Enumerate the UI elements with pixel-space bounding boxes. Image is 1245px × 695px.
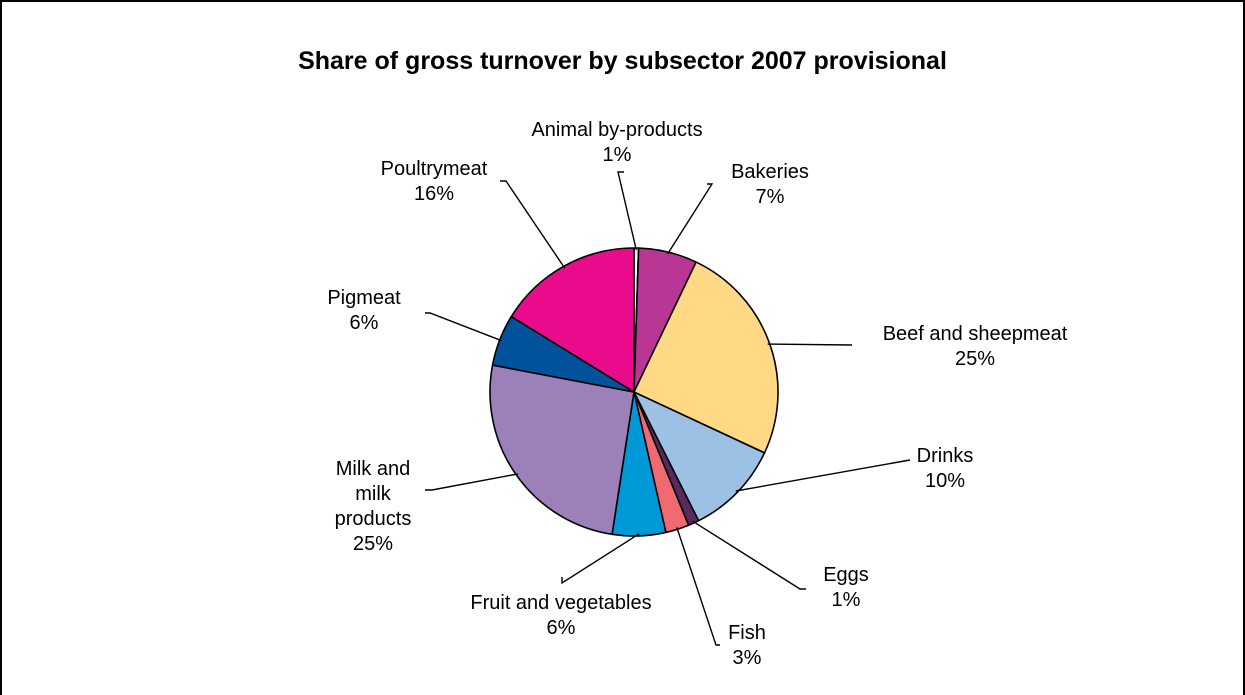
slice-name-drinks: Drinks	[917, 445, 974, 467]
chart-title: Share of gross turnover by subsector 200…	[298, 47, 947, 75]
slice-label-fruit-and-vegetables: Fruit and vegetables 6%	[470, 592, 651, 639]
slice-name-animal-by-products: Animal by-products	[531, 119, 702, 141]
slice-label-poultrymeat: Poultrymeat 16%	[381, 158, 488, 205]
slice-label-milk-and-milk-products: Milk and milk products 25%	[335, 458, 412, 555]
slice-labels: Animal by-products 1% Bakeries 7% Beef and s…	[327, 119, 1067, 669]
leader-line-fish	[676, 527, 720, 646]
slice-name-fish: Fish	[728, 622, 766, 644]
slice-percent-bakeries: 7%	[756, 186, 785, 208]
slice-name-beef-and-sheepmeat: Beef and sheepmeat	[883, 323, 1068, 345]
leader-line-poultrymeat	[500, 180, 566, 269]
leader-line-bakeries	[667, 183, 714, 255]
slice-name-milk-and-milk-products: products	[335, 508, 412, 530]
slice-label-eggs: Eggs 1%	[823, 564, 869, 611]
leader-line-animal-by-products	[617, 171, 637, 251]
pie-slice-drinks	[633, 391, 766, 522]
slice-label-drinks: Drinks 10%	[917, 445, 974, 492]
leader-line-pigmeat	[425, 312, 502, 342]
slice-percent-milk-and-milk-products: 25%	[353, 533, 393, 555]
leader-line-eggs	[692, 520, 806, 590]
slice-percent-poultrymeat: 16%	[414, 183, 454, 205]
slice-label-beef-and-sheepmeat: Beef and sheepmeat 25%	[883, 323, 1068, 370]
leader-line-drinks	[735, 459, 911, 492]
slice-percent-fish: 3%	[733, 647, 762, 669]
slice-label-fish: Fish 3%	[728, 622, 766, 669]
pie-slice-milk-and-milk-products	[489, 364, 635, 536]
slice-percent-pigmeat: 6%	[350, 312, 379, 334]
leader-lines	[425, 171, 911, 646]
slice-label-animal-by-products: Animal by-products 1%	[531, 119, 702, 166]
slice-name-pigmeat: Pigmeat	[327, 287, 401, 309]
pie-slices	[489, 247, 779, 537]
slice-name-milk-and-milk-products: milk	[355, 483, 392, 505]
slice-label-pigmeat: Pigmeat 6%	[327, 287, 401, 334]
slice-name-bakeries: Bakeries	[731, 161, 809, 183]
slice-percent-fruit-and-vegetables: 6%	[547, 617, 576, 639]
leader-line-fruit-and-vegetables	[561, 533, 640, 585]
leader-line-milk-and-milk-products	[425, 473, 519, 491]
slice-percent-drinks: 10%	[925, 470, 965, 492]
slice-percent-eggs: 1%	[832, 589, 861, 611]
slice-name-fruit-and-vegetables: Fruit and vegetables	[470, 592, 651, 614]
slice-name-eggs: Eggs	[823, 564, 869, 586]
slice-percent-animal-by-products: 1%	[603, 144, 632, 166]
leader-line-beef-and-sheepmeat	[767, 343, 853, 346]
slice-label-bakeries: Bakeries 7%	[731, 161, 809, 208]
slice-name-milk-and-milk-products: Milk and	[336, 458, 410, 480]
slice-name-poultrymeat: Poultrymeat	[381, 158, 488, 180]
slice-percent-beef-and-sheepmeat: 25%	[955, 348, 995, 370]
